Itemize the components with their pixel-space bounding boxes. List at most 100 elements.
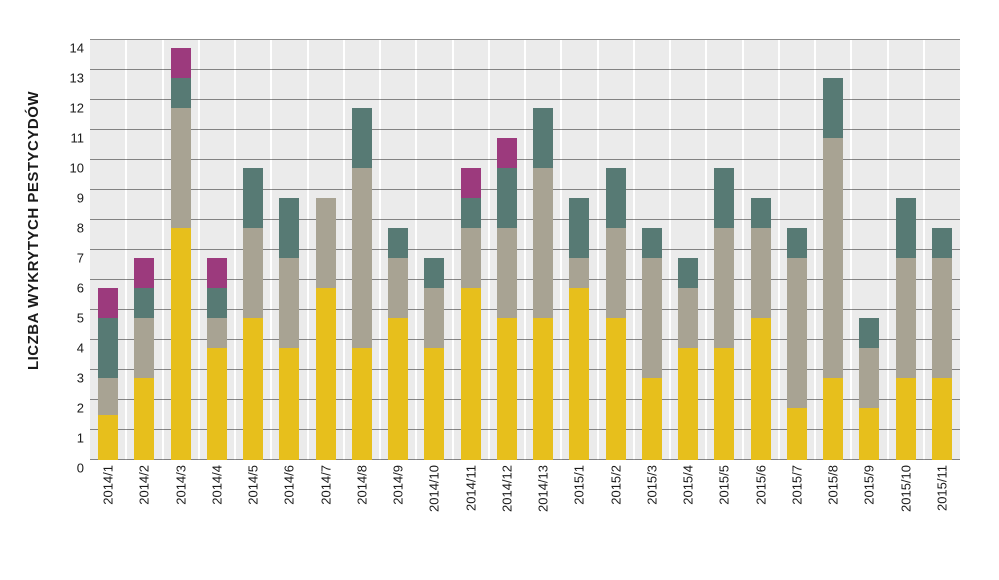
bar-segment-teal bbox=[388, 228, 408, 258]
y-tick: 11 bbox=[71, 131, 85, 146]
bar-segment-grey bbox=[823, 138, 843, 378]
bar-segment-magenta bbox=[98, 288, 118, 318]
x-axis-labels: 2014/12014/22014/32014/42014/52014/62014… bbox=[90, 465, 960, 555]
bar-segment-teal bbox=[98, 318, 118, 378]
y-axis-label-container: LICZBA WYKRYTYCH PESTYCYDÓW bbox=[14, 20, 54, 440]
bar-segment-teal bbox=[751, 198, 771, 228]
bar-segment-yellow bbox=[642, 378, 662, 461]
chart-container: LICZBA WYKRYTYCH PESTYCYDÓW 012345678910… bbox=[20, 20, 979, 560]
bar-segment-grey bbox=[461, 228, 481, 288]
bar-segment-yellow bbox=[98, 415, 118, 460]
bar-segment-yellow bbox=[207, 348, 227, 461]
y-tick: 4 bbox=[77, 341, 84, 356]
y-tick: 3 bbox=[77, 371, 84, 386]
bar-segment-yellow bbox=[497, 318, 517, 461]
x-tick-label: 2014/13 bbox=[536, 465, 551, 512]
x-tick-label: 2015/9 bbox=[862, 465, 877, 505]
x-tick-label: 2014/9 bbox=[391, 465, 406, 505]
bar-segment-grey bbox=[424, 288, 444, 348]
bar-segment-teal bbox=[642, 228, 662, 258]
y-tick: 10 bbox=[70, 161, 84, 176]
bar-segment-yellow bbox=[171, 228, 191, 461]
bar-segment-yellow bbox=[424, 348, 444, 461]
bar-segment-teal bbox=[714, 168, 734, 228]
y-tick: 14 bbox=[70, 41, 84, 56]
bar-segment-magenta bbox=[461, 168, 481, 198]
x-tick-label: 2014/2 bbox=[137, 465, 152, 505]
bar-segment-grey bbox=[352, 168, 372, 348]
x-tick-label: 2014/5 bbox=[246, 465, 261, 505]
y-axis-ticks: 01234567891011121314 bbox=[58, 40, 88, 460]
bar-segment-yellow bbox=[823, 378, 843, 461]
bar-segment-yellow bbox=[134, 378, 154, 461]
bar-segment-yellow bbox=[316, 288, 336, 461]
x-tick-label: 2014/6 bbox=[282, 465, 297, 505]
bar-segment-yellow bbox=[714, 348, 734, 461]
x-tick-label: 2015/8 bbox=[826, 465, 841, 505]
bar-segment-teal bbox=[207, 288, 227, 318]
bar-segment-yellow bbox=[932, 378, 952, 461]
x-tick-label: 2015/11 bbox=[934, 465, 949, 511]
bar-segment-grey bbox=[642, 258, 662, 378]
bar-segment-grey bbox=[569, 258, 589, 288]
bar-segment-magenta bbox=[497, 138, 517, 168]
bar-segment-teal bbox=[243, 168, 263, 228]
bar-segment-yellow bbox=[461, 288, 481, 461]
x-tick-label: 2014/8 bbox=[354, 465, 369, 505]
bar-segment-magenta bbox=[207, 258, 227, 288]
bar-segment-teal bbox=[497, 168, 517, 228]
bar-segment-teal bbox=[787, 228, 807, 258]
bar-segment-teal bbox=[171, 78, 191, 108]
bar-segment-yellow bbox=[569, 288, 589, 461]
bar-segment-grey bbox=[134, 318, 154, 378]
x-tick-label: 2015/5 bbox=[717, 465, 732, 505]
bar-segment-grey bbox=[751, 228, 771, 318]
bar-segment-grey bbox=[98, 378, 118, 416]
bar-segment-teal bbox=[932, 228, 952, 258]
bar-segment-yellow bbox=[388, 318, 408, 461]
bar-segment-yellow bbox=[787, 408, 807, 461]
bar-segment-magenta bbox=[171, 48, 191, 78]
bar-segment-grey bbox=[171, 108, 191, 228]
bar-segment-teal bbox=[859, 318, 879, 348]
bar-segment-teal bbox=[424, 258, 444, 288]
bar-segment-teal bbox=[569, 198, 589, 258]
bar-segment-yellow bbox=[678, 348, 698, 461]
bar-segment-grey bbox=[678, 288, 698, 348]
bar-segment-teal bbox=[134, 288, 154, 318]
x-tick-label: 2014/12 bbox=[499, 465, 514, 512]
bar-segment-teal bbox=[678, 258, 698, 288]
x-tick-label: 2015/1 bbox=[572, 465, 587, 505]
bar-segment-grey bbox=[279, 258, 299, 348]
y-tick: 8 bbox=[77, 221, 84, 236]
bar-segment-grey bbox=[606, 228, 626, 318]
bar-segment-yellow bbox=[859, 408, 879, 461]
bar-segment-grey bbox=[859, 348, 879, 408]
x-tick-label: 2015/3 bbox=[644, 465, 659, 505]
bar-segment-grey bbox=[207, 318, 227, 348]
bar-segment-teal bbox=[461, 198, 481, 228]
y-tick: 9 bbox=[77, 191, 84, 206]
y-tick: 12 bbox=[70, 101, 84, 116]
y-tick: 0 bbox=[77, 461, 84, 476]
bar-segment-grey bbox=[243, 228, 263, 318]
x-tick-label: 2015/4 bbox=[681, 465, 696, 505]
bar-segment-magenta bbox=[134, 258, 154, 288]
bar-segment-grey bbox=[714, 228, 734, 348]
bar-segment-teal bbox=[352, 108, 372, 168]
x-tick-label: 2014/1 bbox=[101, 465, 116, 505]
x-tick-label: 2014/11 bbox=[463, 465, 478, 511]
bar-segment-yellow bbox=[352, 348, 372, 461]
y-tick: 13 bbox=[70, 71, 84, 86]
x-tick-label: 2015/6 bbox=[753, 465, 768, 505]
bars-layer bbox=[90, 40, 960, 460]
bar-segment-teal bbox=[823, 78, 843, 138]
bar-segment-grey bbox=[388, 258, 408, 318]
bar-segment-teal bbox=[279, 198, 299, 258]
x-tick-label: 2015/10 bbox=[898, 465, 913, 512]
bar-segment-teal bbox=[533, 108, 553, 168]
x-tick-label: 2015/2 bbox=[608, 465, 623, 505]
bar-segment-teal bbox=[606, 168, 626, 228]
bar-segment-grey bbox=[896, 258, 916, 378]
bar-segment-grey bbox=[932, 258, 952, 378]
